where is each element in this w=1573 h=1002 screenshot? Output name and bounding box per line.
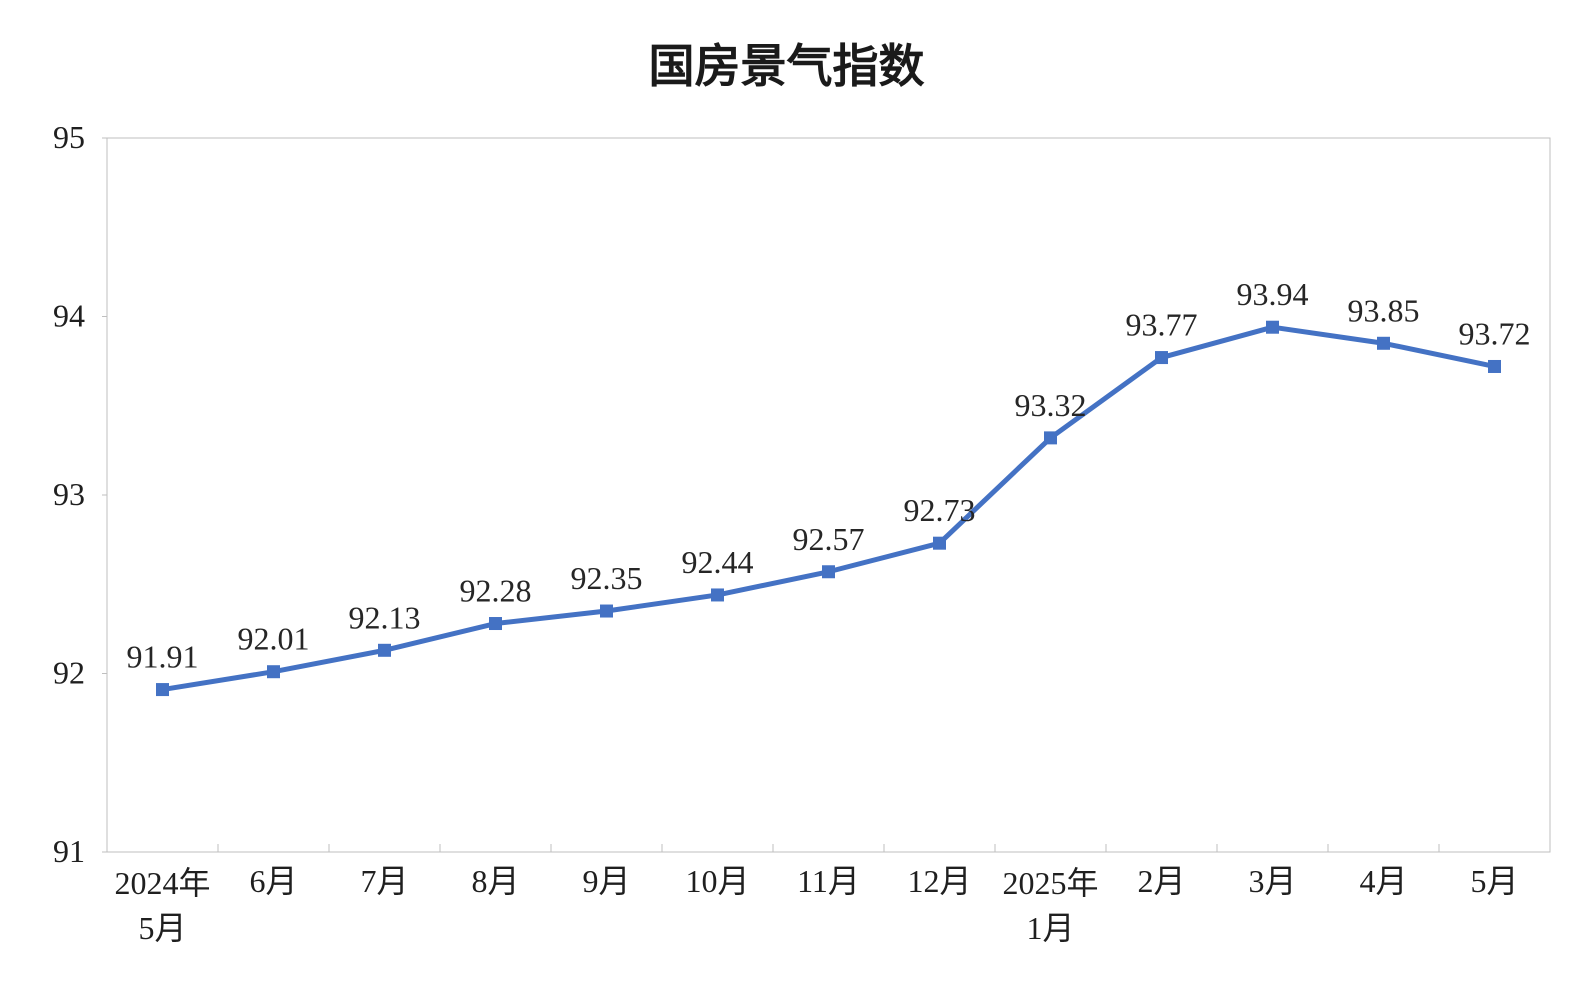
svg-text:2025年: 2025年 bbox=[1002, 865, 1098, 901]
svg-text:93.85: 93.85 bbox=[1348, 292, 1420, 328]
svg-text:2024年: 2024年 bbox=[114, 865, 210, 901]
svg-text:94: 94 bbox=[53, 298, 85, 334]
svg-text:92.13: 92.13 bbox=[349, 599, 421, 635]
svg-text:93.94: 93.94 bbox=[1237, 276, 1309, 312]
svg-text:93.32: 93.32 bbox=[1015, 387, 1087, 423]
svg-text:9月: 9月 bbox=[582, 863, 630, 899]
svg-text:92.28: 92.28 bbox=[460, 573, 532, 609]
svg-text:4月: 4月 bbox=[1359, 863, 1407, 899]
svg-text:92.57: 92.57 bbox=[793, 521, 865, 557]
svg-text:8月: 8月 bbox=[471, 863, 519, 899]
svg-text:92.01: 92.01 bbox=[238, 621, 310, 657]
svg-text:91.91: 91.91 bbox=[127, 639, 199, 675]
svg-text:91: 91 bbox=[53, 833, 85, 869]
svg-text:1月: 1月 bbox=[1026, 910, 1074, 946]
svg-text:12月: 12月 bbox=[907, 863, 971, 899]
svg-text:3月: 3月 bbox=[1248, 863, 1296, 899]
svg-text:5月: 5月 bbox=[1470, 863, 1518, 899]
svg-text:11月: 11月 bbox=[797, 863, 860, 899]
svg-text:10月: 10月 bbox=[685, 863, 749, 899]
svg-text:7月: 7月 bbox=[360, 863, 408, 899]
svg-text:93.77: 93.77 bbox=[1126, 307, 1198, 343]
svg-text:2月: 2月 bbox=[1137, 863, 1185, 899]
svg-text:95: 95 bbox=[53, 119, 85, 155]
svg-text:93: 93 bbox=[53, 476, 85, 512]
svg-text:92: 92 bbox=[53, 655, 85, 691]
svg-text:92.44: 92.44 bbox=[682, 544, 754, 580]
svg-text:92.35: 92.35 bbox=[571, 560, 643, 596]
svg-text:93.72: 93.72 bbox=[1459, 315, 1531, 351]
svg-text:5月: 5月 bbox=[138, 910, 186, 946]
svg-text:92.73: 92.73 bbox=[904, 492, 976, 528]
svg-text:6月: 6月 bbox=[249, 863, 297, 899]
